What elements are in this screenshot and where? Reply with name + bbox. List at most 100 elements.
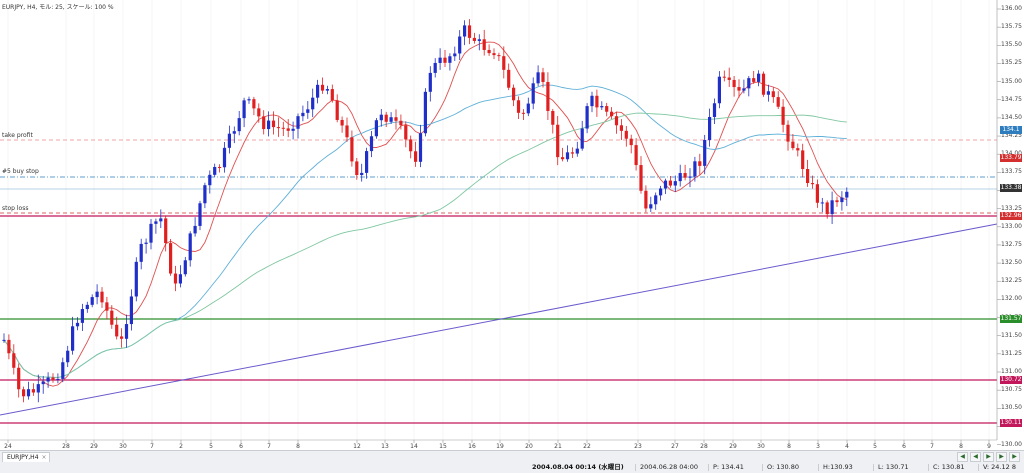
candle-body (683, 173, 687, 178)
candle-body (747, 78, 751, 89)
candle-body (757, 73, 761, 82)
candle-body (414, 151, 418, 162)
candle-body (717, 76, 721, 104)
candle-body (369, 136, 374, 152)
take-profit-label: take profit (2, 132, 33, 139)
candle-body (296, 116, 300, 129)
date-tick-label: 9 (987, 443, 991, 450)
candle-body (708, 116, 712, 140)
candle-body (139, 243, 143, 262)
price-tick-label: 130.75 (1001, 386, 1022, 394)
candle-body (164, 218, 168, 244)
candle-body (276, 127, 280, 129)
nav-next-button[interactable]: ▶ (996, 452, 1007, 462)
status-high: H:130.93 (823, 463, 853, 471)
candle-body (26, 389, 31, 397)
chart-tab[interactable]: EURJPY,H4 × (2, 452, 50, 462)
candle-body (825, 202, 829, 215)
candle-body (115, 324, 119, 337)
candle-body (242, 100, 246, 119)
candle-body (810, 183, 815, 185)
price-tick-label: 135.25 (1001, 59, 1022, 67)
candle-body (154, 221, 158, 224)
price-tick-label: 135.50 (1001, 41, 1022, 49)
candle-body (742, 88, 746, 91)
candle-body (340, 119, 344, 126)
candle-body (75, 322, 80, 327)
candle-body (531, 83, 535, 104)
candle-body (350, 137, 354, 162)
price-tick-label: 133.25 (1001, 204, 1022, 212)
price-tick-label: 132.25 (1001, 277, 1022, 285)
candle-body (771, 91, 775, 98)
candle-body (95, 291, 99, 298)
candle-body (629, 138, 633, 146)
date-tick-label: 21 (554, 443, 562, 450)
price-tag-support-green: 131.57 (1000, 315, 1022, 323)
candle-body (600, 106, 604, 108)
candle-body (71, 326, 75, 351)
date-tick-label: 7 (150, 443, 154, 450)
price-tick-label: 131.00 (1001, 368, 1022, 375)
candle-body (80, 309, 84, 323)
candle-body (752, 78, 756, 82)
price-tick-label: 132.00 (1001, 295, 1022, 303)
candle-body (502, 56, 506, 70)
price-tag-take-profit: 134.1 (1000, 126, 1022, 134)
candle-body (222, 147, 227, 168)
candle-body (727, 77, 731, 80)
candle-body (301, 112, 305, 117)
candle-body (330, 89, 334, 101)
candle-body (654, 195, 658, 205)
candle-body (134, 261, 138, 297)
nav-first-button[interactable]: ◀ (957, 452, 968, 462)
candle-body (399, 120, 403, 126)
candle-body (732, 79, 736, 88)
date-tick-label: 28 (700, 443, 708, 450)
chart-tab-bar: EURJPY,H4 × ◀ ◀ ▶ ▶ ▶ (0, 450, 1024, 463)
candle-body (306, 109, 310, 113)
price-tick-label: 134.25 (1001, 132, 1022, 140)
moving-average-slow (3, 112, 847, 378)
nav-play-button[interactable]: ▶ (983, 452, 994, 462)
candle-body (203, 185, 207, 204)
trendline-segment (0, 223, 998, 416)
candle-body (61, 362, 65, 379)
candle-body (673, 181, 677, 186)
candle-body (193, 225, 197, 234)
candle-body (66, 350, 70, 363)
horizontal-levels (0, 139, 997, 424)
candle-body (497, 55, 501, 57)
candle-body (737, 87, 741, 91)
date-tick-label: 20 (525, 443, 533, 450)
candle-body (129, 296, 133, 325)
candle-body (12, 353, 16, 368)
candle-body (365, 151, 369, 173)
candle-body (624, 130, 628, 139)
candle-body (218, 166, 222, 168)
date-tick-label: 23 (634, 443, 642, 450)
status-bar: 2004.08.04 00:14 (水曜日) 2004.06.28 04:00 … (0, 462, 1024, 473)
candle-body (2, 339, 6, 341)
nav-prev-button[interactable]: ◀ (970, 452, 981, 462)
candle-body (237, 118, 241, 132)
close-icon[interactable]: × (41, 454, 47, 461)
candle-body (467, 25, 472, 38)
candle-body (120, 336, 124, 339)
date-tick-label: 6 (902, 443, 906, 450)
date-tick-label: 8 (787, 443, 791, 450)
candle-body (610, 111, 614, 117)
candle-body (394, 117, 398, 121)
candle-body (565, 152, 570, 160)
candle-body (448, 56, 452, 63)
candle-body (271, 120, 276, 128)
candle-body (663, 180, 668, 189)
status-low: L: 130.71 (878, 463, 909, 471)
nav-last-button[interactable]: ▶ (1009, 452, 1020, 462)
date-tick-label: 28 (62, 443, 70, 450)
candle-body (360, 172, 364, 176)
candle-body (423, 91, 427, 134)
price-tick-label: 131.25 (1001, 349, 1022, 357)
candle-body (232, 131, 236, 134)
